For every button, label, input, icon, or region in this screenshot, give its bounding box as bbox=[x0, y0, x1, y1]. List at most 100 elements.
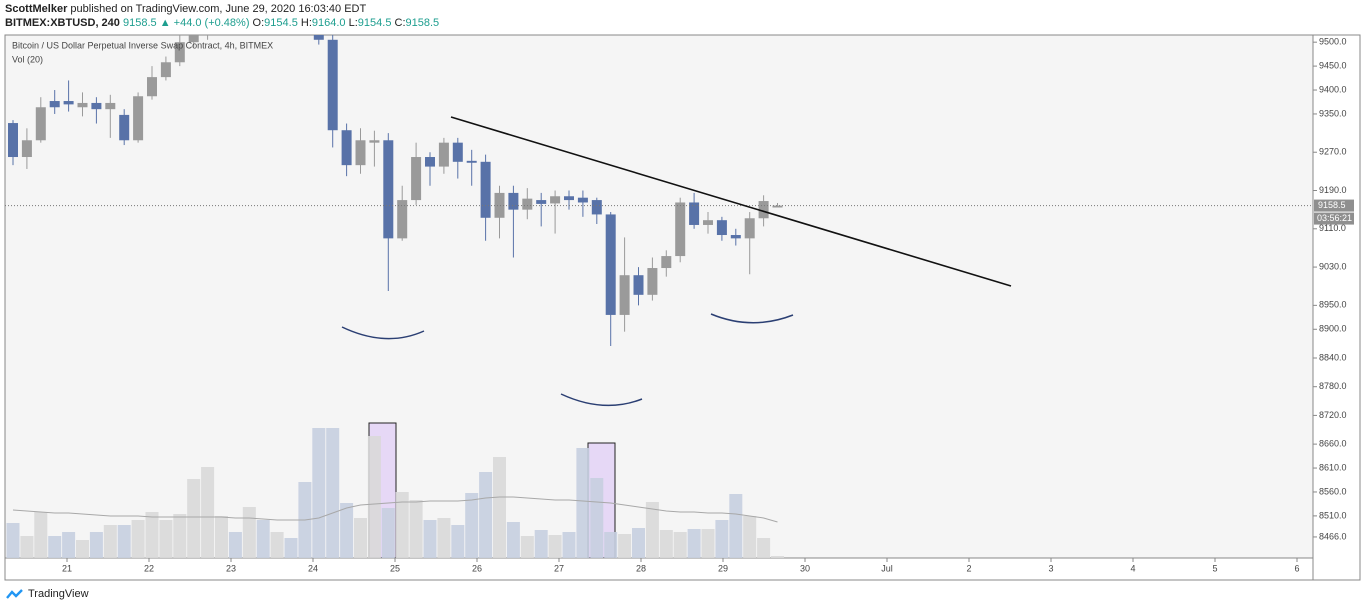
candle-body bbox=[661, 256, 672, 269]
candle-body bbox=[21, 140, 32, 158]
volume-bar bbox=[493, 457, 506, 558]
candle-body bbox=[147, 77, 157, 97]
candle-body bbox=[536, 200, 547, 204]
h: 9164.0 bbox=[311, 17, 346, 29]
candle-body bbox=[689, 202, 700, 225]
shoulder-curve bbox=[341, 326, 425, 340]
candle-body bbox=[174, 42, 185, 63]
volume-bar bbox=[242, 507, 256, 558]
x-tick-label: 22 bbox=[144, 563, 154, 573]
volume-bar bbox=[62, 532, 76, 558]
volume-bar bbox=[103, 525, 117, 558]
volume-bar bbox=[187, 479, 201, 558]
candle-body bbox=[397, 200, 408, 239]
candle-body bbox=[188, 35, 199, 43]
volume-bar bbox=[590, 478, 604, 558]
candle-body bbox=[633, 275, 644, 295]
candle-body bbox=[647, 268, 658, 295]
h-label: H: bbox=[300, 17, 312, 29]
volume-bar bbox=[173, 514, 187, 558]
volume-bar bbox=[701, 529, 715, 558]
candle-body bbox=[591, 200, 602, 215]
volume-bar bbox=[48, 536, 62, 558]
published: published on TradingView.com, June 29, 2… bbox=[70, 3, 367, 15]
change: ▲ +44.0 (+0.48%) bbox=[159, 17, 250, 29]
volume-bar bbox=[451, 525, 465, 558]
volume-bar bbox=[548, 535, 562, 558]
candle-body bbox=[327, 39, 338, 131]
c-label: C: bbox=[394, 17, 406, 29]
candle-body bbox=[91, 102, 102, 110]
volume-bar bbox=[465, 493, 479, 558]
drawings bbox=[341, 116, 1012, 407]
volume-bar bbox=[687, 529, 701, 558]
x-tick-label: 2 bbox=[966, 563, 971, 573]
y-tick-label: 8950.0 bbox=[1319, 300, 1347, 310]
y-tick-label: 9400.0 bbox=[1319, 84, 1347, 94]
y-tick-label: 8510.0 bbox=[1319, 510, 1347, 520]
candle-body bbox=[494, 192, 505, 218]
y-tick-label: 9350.0 bbox=[1319, 108, 1347, 118]
y-tick-label: 9270.0 bbox=[1319, 147, 1347, 157]
y-tick-label: 8660.0 bbox=[1319, 438, 1347, 448]
candle-body bbox=[105, 102, 116, 110]
o: 9154.5 bbox=[264, 17, 298, 29]
last: 9158.5 bbox=[122, 17, 157, 29]
y-tick-label: 8840.0 bbox=[1319, 352, 1347, 362]
candle-body bbox=[35, 107, 46, 141]
shoulder-curve bbox=[710, 313, 794, 324]
brand[interactable]: TradingView bbox=[28, 588, 89, 600]
volume-bar bbox=[534, 530, 548, 558]
c: 9158.5 bbox=[405, 17, 440, 29]
plot bbox=[5, 35, 1313, 558]
volume-bar bbox=[215, 516, 228, 558]
last-price-label: 9158.5 bbox=[1318, 200, 1346, 210]
symbol: BITMEX:XBTUSD, 240 bbox=[5, 17, 120, 29]
y-axis bbox=[1312, 34, 1361, 581]
countdown-box bbox=[1314, 212, 1354, 225]
last-price-box bbox=[1314, 199, 1354, 212]
volume-bar bbox=[89, 532, 103, 558]
volume-bar bbox=[367, 436, 381, 558]
candle-body bbox=[341, 130, 352, 166]
candle-body bbox=[160, 62, 171, 78]
volume-bar bbox=[117, 525, 131, 558]
x-tick-label: 27 bbox=[554, 563, 564, 573]
y-tick-label: 8720.0 bbox=[1319, 410, 1347, 420]
volume-bar bbox=[618, 534, 632, 558]
trend-line bbox=[450, 116, 1012, 287]
volume-bar bbox=[423, 520, 437, 558]
candle-body bbox=[730, 235, 741, 239]
volume-bar bbox=[145, 512, 159, 558]
y-tick-label: 8560.0 bbox=[1319, 486, 1347, 496]
x-tick-label: 21 bbox=[62, 563, 72, 573]
volume-bar bbox=[34, 512, 48, 558]
publish-line: ScottMelker published on TradingView.com… bbox=[5, 3, 366, 15]
volume-bar bbox=[632, 528, 645, 558]
x-tick-label: 5 bbox=[1212, 563, 1217, 573]
volume-bar bbox=[395, 492, 409, 558]
candle-body bbox=[744, 218, 755, 239]
x-tick-label: 4 bbox=[1130, 563, 1135, 573]
volume-bar bbox=[715, 520, 729, 558]
chart-title: Bitcoin / US Dollar Perpetual Inverse Sw… bbox=[12, 40, 273, 50]
footer: TradingView bbox=[6, 588, 89, 600]
author[interactable]: ScottMelker bbox=[5, 3, 68, 15]
candle-body bbox=[438, 142, 449, 167]
candle-body bbox=[313, 35, 324, 40]
candle-body bbox=[522, 198, 533, 210]
x-tick-label: 29 bbox=[718, 563, 728, 573]
x-tick-label: 6 bbox=[1294, 563, 1299, 573]
volume-label: Vol (20) bbox=[12, 54, 43, 64]
l: 9154.5 bbox=[357, 17, 392, 29]
candle-body bbox=[369, 140, 380, 143]
volume-bar bbox=[771, 556, 784, 558]
volume-bar bbox=[228, 532, 242, 558]
candle-body bbox=[355, 140, 366, 166]
y-tick-label: 8900.0 bbox=[1319, 324, 1347, 334]
candle-body bbox=[716, 220, 727, 236]
candle-body bbox=[77, 102, 88, 108]
candle-body bbox=[452, 142, 463, 162]
volume-bar bbox=[326, 428, 340, 558]
